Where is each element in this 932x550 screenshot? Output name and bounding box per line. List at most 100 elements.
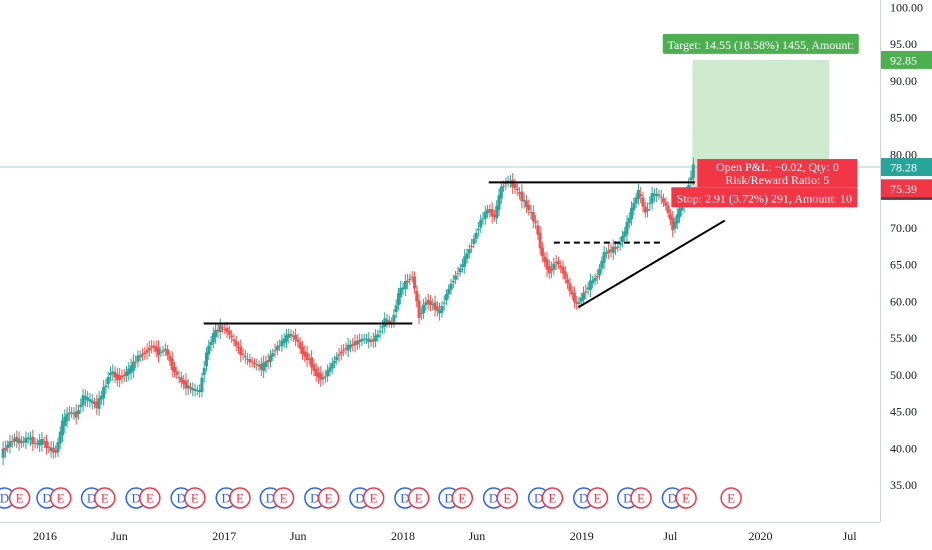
risk-reward-text: Risk/Reward Ratio: 5	[725, 173, 829, 187]
candle-body	[579, 297, 583, 302]
earnings-marker[interactable]: E	[362, 487, 385, 509]
candle-body	[641, 197, 645, 207]
event-circle[interactable]	[272, 487, 295, 509]
event-label: E	[236, 491, 244, 506]
earnings-marker[interactable]: E	[184, 487, 206, 509]
earnings-marker[interactable]: E	[496, 487, 519, 509]
candle-body	[479, 219, 483, 228]
event-circle[interactable]	[139, 487, 161, 509]
event-circle[interactable]	[407, 487, 430, 509]
candle-body	[81, 395, 85, 406]
candle-body	[211, 333, 215, 343]
earnings-marker[interactable]: E	[272, 487, 295, 509]
candle-body	[401, 287, 405, 290]
stop-price-tag-box	[881, 179, 932, 198]
earnings-marker[interactable]: E	[49, 487, 72, 509]
target-price-tag-box	[881, 50, 932, 69]
event-circle[interactable]	[451, 487, 474, 509]
event-circle[interactable]	[229, 487, 251, 509]
candle-body	[627, 217, 631, 224]
event-label: D	[87, 491, 96, 506]
event-circle[interactable]	[8, 487, 31, 509]
earnings-marker[interactable]: E	[139, 487, 161, 509]
candle-body	[609, 249, 613, 252]
candle-body	[371, 339, 375, 342]
price-axis[interactable]: 100.0095.0090.0085.0080.0075.0070.0065.0…	[880, 0, 932, 522]
y-tick-label: 70.00	[890, 221, 917, 235]
candle-body	[392, 314, 396, 322]
earnings-marker[interactable]: E	[630, 487, 652, 509]
candle-body	[40, 438, 44, 445]
candle-body	[678, 208, 682, 218]
candle-body	[255, 364, 259, 366]
candle-body	[168, 355, 172, 362]
event-label: E	[370, 491, 378, 506]
stop-price-tag-text: 75.39	[890, 182, 917, 196]
candle-body	[193, 389, 197, 391]
event-circle[interactable]	[49, 487, 72, 509]
candle-body	[543, 257, 547, 263]
earnings-marker[interactable]: E	[407, 487, 430, 509]
target-price-tag-text: 92.85	[890, 53, 917, 67]
event-circle[interactable]	[675, 487, 697, 509]
drawing-lines[interactable]	[203, 181, 726, 325]
y-tick-label: 85.00	[890, 111, 917, 125]
candle-body	[497, 195, 501, 210]
candle-body	[220, 327, 224, 329]
earnings-marker[interactable]: E	[317, 487, 340, 509]
candle-body	[520, 191, 524, 202]
candle-body	[243, 356, 247, 358]
event-circle[interactable]	[94, 487, 116, 509]
target-label-text: Target: 14.55 (18.58%) 1455, Amount:	[667, 38, 854, 52]
candle-body	[387, 320, 391, 323]
candle-body	[545, 258, 549, 270]
x-tick-label: 2020	[749, 529, 773, 543]
earnings-marker[interactable]: E	[541, 487, 564, 509]
candle-body	[54, 450, 58, 453]
earnings-marker[interactable]: E	[720, 487, 742, 509]
candle-body	[460, 264, 464, 268]
event-circle[interactable]	[541, 487, 564, 509]
event-label: D	[0, 491, 9, 506]
candle-body	[239, 346, 243, 356]
target-zone[interactable]	[692, 59, 830, 168]
candle-body	[691, 164, 695, 179]
candle-body	[337, 354, 341, 356]
earnings-marker[interactable]: E	[94, 487, 116, 509]
candle-body	[687, 185, 691, 189]
y-tick-label: 65.00	[890, 258, 917, 272]
event-circle[interactable]	[630, 487, 652, 509]
candle-body	[150, 346, 154, 348]
event-circle[interactable]	[720, 487, 742, 509]
event-label: D	[176, 491, 185, 506]
candle-body	[506, 180, 510, 182]
candle-body	[374, 335, 378, 342]
event-circle[interactable]	[362, 487, 385, 509]
ascending-trendline[interactable]	[577, 219, 726, 309]
earnings-marker[interactable]: E	[8, 487, 31, 509]
candle-body	[369, 340, 373, 343]
candle-body	[118, 375, 122, 380]
candle-body	[417, 300, 421, 318]
event-circle[interactable]	[317, 487, 340, 509]
event-circle[interactable]	[184, 487, 206, 509]
time-axis[interactable]: 2016 Jun 2017 Jun 2018 Jun 2019 Jul 2020 Jul	[0, 522, 880, 550]
candle-body	[58, 431, 62, 444]
event-circle[interactable]	[586, 487, 609, 509]
candle-body	[232, 339, 236, 342]
earnings-marker[interactable]: E	[451, 487, 474, 509]
candle-body	[449, 283, 453, 290]
candle-body	[230, 335, 234, 338]
event-label: E	[727, 491, 735, 506]
earnings-marker[interactable]: E	[586, 487, 609, 509]
event-label: E	[146, 491, 154, 506]
stop-label-text: Stop: 2.91 (3.72%) 291, Amount: 10	[677, 191, 852, 205]
earnings-marker[interactable]: E	[229, 487, 251, 509]
event-circle[interactable]	[496, 487, 519, 509]
earnings-marker[interactable]: E	[675, 487, 697, 509]
candle-body	[207, 345, 211, 355]
candle-body	[323, 376, 327, 378]
candle-body	[367, 338, 371, 342]
